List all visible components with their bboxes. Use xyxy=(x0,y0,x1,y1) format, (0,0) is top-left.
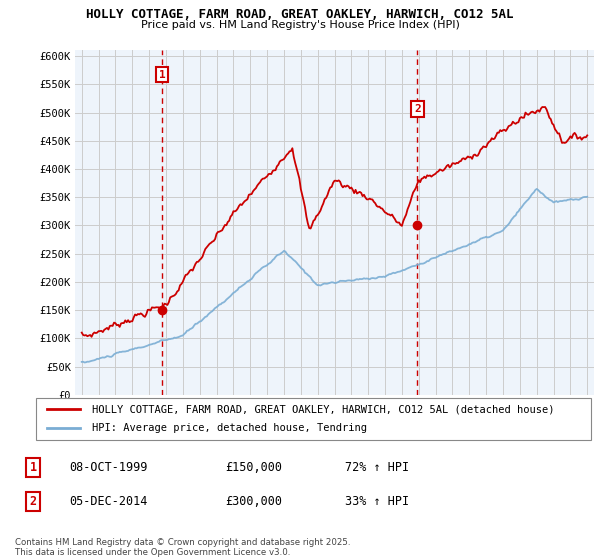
FancyBboxPatch shape xyxy=(36,398,591,440)
Text: 2: 2 xyxy=(29,494,37,508)
Text: £150,000: £150,000 xyxy=(225,461,282,474)
Text: 08-OCT-1999: 08-OCT-1999 xyxy=(69,461,148,474)
Text: Contains HM Land Registry data © Crown copyright and database right 2025.
This d: Contains HM Land Registry data © Crown c… xyxy=(15,538,350,557)
Text: HPI: Average price, detached house, Tendring: HPI: Average price, detached house, Tend… xyxy=(92,423,367,433)
Text: 2: 2 xyxy=(414,104,421,114)
Text: 1: 1 xyxy=(159,69,166,80)
Text: 1: 1 xyxy=(29,461,37,474)
Text: 05-DEC-2014: 05-DEC-2014 xyxy=(69,494,148,508)
Text: HOLLY COTTAGE, FARM ROAD, GREAT OAKLEY, HARWICH, CO12 5AL (detached house): HOLLY COTTAGE, FARM ROAD, GREAT OAKLEY, … xyxy=(92,404,554,414)
Text: Price paid vs. HM Land Registry's House Price Index (HPI): Price paid vs. HM Land Registry's House … xyxy=(140,20,460,30)
Text: £300,000: £300,000 xyxy=(225,494,282,508)
Text: HOLLY COTTAGE, FARM ROAD, GREAT OAKLEY, HARWICH, CO12 5AL: HOLLY COTTAGE, FARM ROAD, GREAT OAKLEY, … xyxy=(86,8,514,21)
Text: 33% ↑ HPI: 33% ↑ HPI xyxy=(345,494,409,508)
Text: 72% ↑ HPI: 72% ↑ HPI xyxy=(345,461,409,474)
